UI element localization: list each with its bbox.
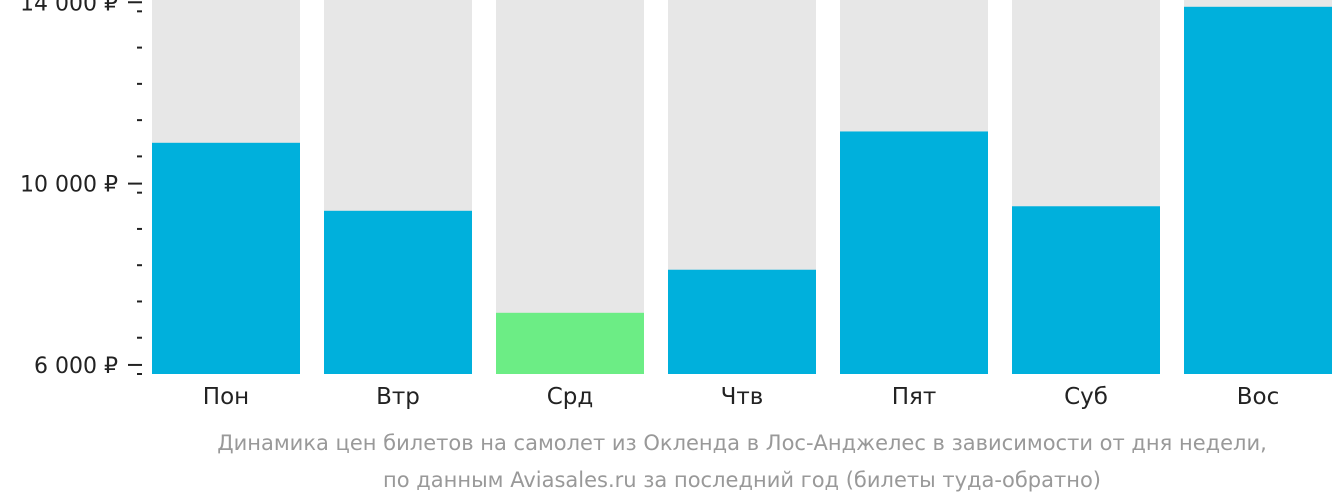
x-tick-label: Вос xyxy=(1237,384,1280,410)
y-tick-label: 6 000 ₽ xyxy=(34,354,118,379)
x-tick-label: Втр xyxy=(376,384,420,410)
bar-2 xyxy=(496,312,644,374)
x-tick-label: Пон xyxy=(203,384,249,410)
price-by-weekday-chart: 6 000 ₽ 10 000 ₽ 14 000 ₽ Пон Втр Срд Чтв Пят С… xyxy=(20,0,1332,410)
bar-3 xyxy=(668,269,816,374)
bar-6 xyxy=(1184,6,1332,375)
bar-background-2 xyxy=(496,0,644,374)
y-axis: 6 000 ₽ 10 000 ₽ 14 000 ₽ xyxy=(20,0,142,379)
bar-5 xyxy=(1012,206,1160,374)
x-tick-label: Чтв xyxy=(721,384,764,410)
chart-caption-line-1: Динамика цен билетов на самолет из Оклен… xyxy=(217,431,1267,455)
bar-4 xyxy=(840,131,988,374)
y-tick-label: 14 000 ₽ xyxy=(20,0,118,16)
x-tick-label: Суб xyxy=(1064,384,1108,410)
x-axis-labels: Пон Втр Срд Чтв Пят Суб Вос xyxy=(203,384,1279,410)
value-bars xyxy=(152,6,1332,375)
y-tick-label: 10 000 ₽ xyxy=(20,173,118,198)
bar-0 xyxy=(152,142,300,374)
chart-caption-line-2: по данным Aviasales.ru за последний год … xyxy=(383,468,1101,492)
x-tick-label: Пят xyxy=(892,384,937,410)
bar-1 xyxy=(324,210,472,374)
x-tick-label: Срд xyxy=(547,384,594,410)
